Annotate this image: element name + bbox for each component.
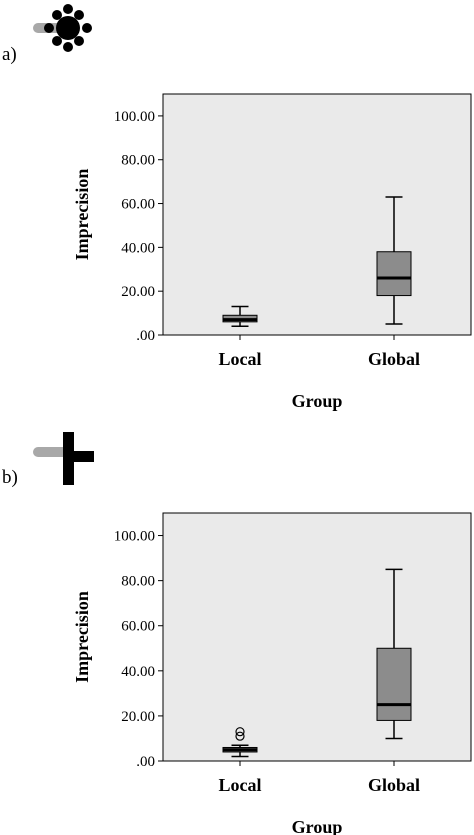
y-tick-label: 80.00 xyxy=(121,574,155,590)
y-tick-label: 40.00 xyxy=(121,664,155,680)
cross-horizontal-icon xyxy=(63,451,94,462)
y-tick-label: 60.00 xyxy=(121,619,155,635)
plot-area-a xyxy=(162,93,472,336)
x-category-label: Global xyxy=(368,775,420,795)
box-global xyxy=(376,647,412,721)
stimulus-icon-b xyxy=(33,432,94,485)
y-tick-label: 20.00 xyxy=(121,709,155,725)
chart-panel-b: b) .00 20.00 40.00 60.00 80.00 100.00 Local Glo… xyxy=(0,418,474,835)
y-axis-title: Imprecision xyxy=(72,169,92,261)
x-axis-title: Group xyxy=(292,817,343,835)
dot-icon xyxy=(52,36,62,46)
boxplot-chart-b: .00 20.00 40.00 60.00 80.00 100.00 Local Global… xyxy=(72,512,472,835)
panel-label-b: b) xyxy=(2,467,18,488)
y-tick-label: 100.00 xyxy=(114,529,155,545)
stimulus-icon-a xyxy=(33,4,92,52)
dot-icon xyxy=(63,4,73,14)
x-category-label: Local xyxy=(219,775,262,795)
dot-icon xyxy=(74,36,84,46)
y-tick-label: .00 xyxy=(136,754,155,770)
dot-cluster-icon xyxy=(56,16,80,40)
x-category-label: Global xyxy=(368,349,420,369)
outlier-point xyxy=(235,727,245,737)
panel-label-a: a) xyxy=(2,44,17,65)
dot-icon xyxy=(52,10,62,20)
y-tick-label: 100.00 xyxy=(114,109,155,125)
outlier-point xyxy=(235,731,245,741)
chart-panel-a: a) .00 20.00 40.00 60.00 80.00 100.00 Local Glo… xyxy=(2,4,472,411)
box-global xyxy=(376,251,412,297)
x-category-label: Local xyxy=(219,349,262,369)
y-tick-label: .00 xyxy=(136,328,155,344)
boxplot-chart-a: .00 20.00 40.00 60.00 80.00 100.00 Local Global… xyxy=(72,93,472,411)
x-axis-title: Group xyxy=(292,391,343,411)
y-tick-label: 80.00 xyxy=(121,153,155,169)
y-tick-label: 20.00 xyxy=(121,284,155,300)
dot-icon xyxy=(74,10,84,20)
dot-icon xyxy=(63,42,73,52)
y-axis-title: Imprecision xyxy=(72,591,92,683)
dot-icon xyxy=(44,23,54,33)
y-tick-label: 60.00 xyxy=(121,197,155,213)
plot-area-b xyxy=(162,512,472,762)
dot-icon xyxy=(82,23,92,33)
y-tick-label: 40.00 xyxy=(121,240,155,256)
